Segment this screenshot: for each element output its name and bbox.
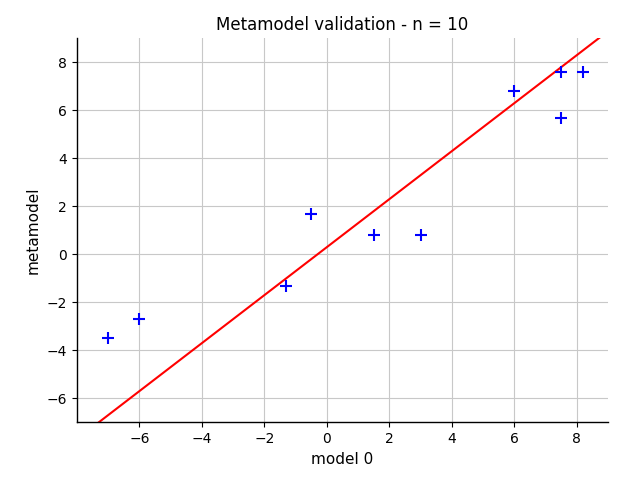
Y-axis label: metamodel: metamodel	[26, 187, 41, 274]
X-axis label: model 0: model 0	[311, 452, 374, 467]
Title: Metamodel validation - n = 10: Metamodel validation - n = 10	[216, 16, 468, 34]
